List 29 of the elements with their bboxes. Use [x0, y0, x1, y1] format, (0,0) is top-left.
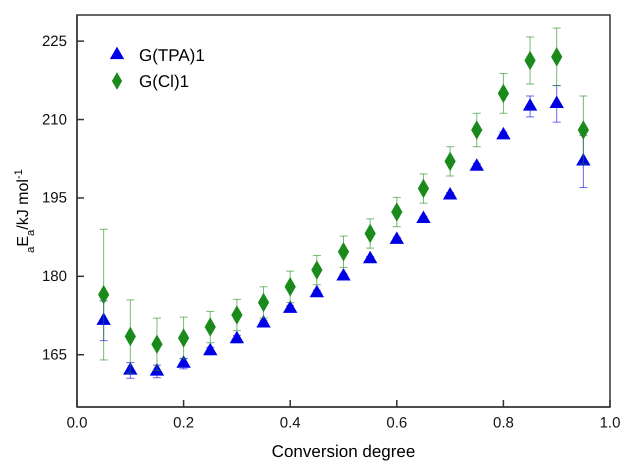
- x-axis-title: Conversion degree: [272, 442, 416, 461]
- point: [336, 268, 351, 280]
- x-tick-label: 0.2: [173, 414, 194, 432]
- legend-label: G(Cl)1: [139, 72, 190, 91]
- point: [390, 231, 404, 244]
- point: [96, 312, 111, 325]
- point: [230, 330, 244, 344]
- y-tick-label: 225: [42, 32, 67, 50]
- point: [362, 250, 378, 264]
- point: [176, 355, 191, 368]
- y-tick-label: 210: [42, 111, 67, 128]
- x-tick-label: 0.0: [66, 414, 88, 432]
- point: [576, 153, 591, 166]
- point: [123, 362, 138, 375]
- y-tick-label: 180: [42, 268, 67, 286]
- point: [150, 363, 164, 376]
- point: [470, 158, 484, 171]
- y-tick-label: 195: [42, 190, 67, 207]
- legend-label: G(TPA)1: [139, 46, 205, 65]
- x-tick-label: 0.6: [386, 414, 408, 432]
- point: [282, 300, 298, 313]
- point: [416, 210, 431, 223]
- y-tick-label: 165: [42, 346, 67, 364]
- point: [256, 315, 271, 328]
- point: [310, 284, 324, 298]
- x-tick-label: 0.8: [492, 414, 514, 432]
- x-tick-label: 0.4: [280, 414, 301, 432]
- x-tick-label: 1.0: [600, 414, 620, 432]
- point: [203, 342, 218, 356]
